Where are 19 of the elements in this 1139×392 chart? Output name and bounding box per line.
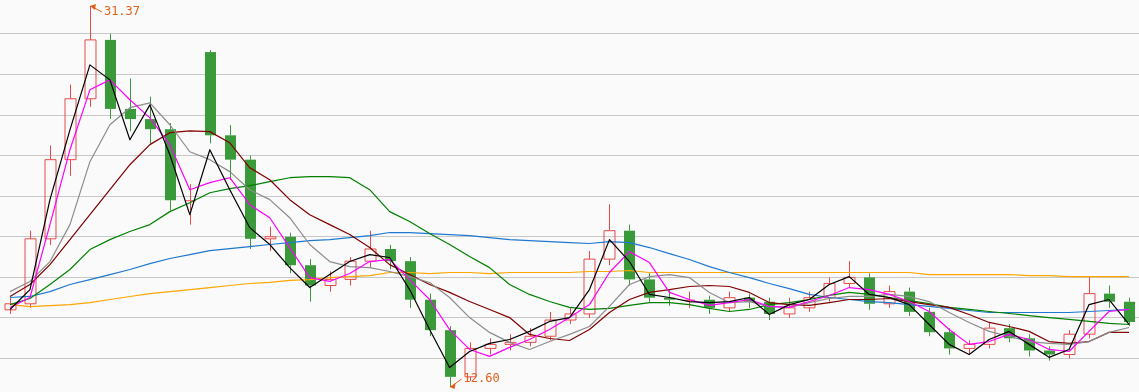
candlestick (364, 230, 377, 268)
candlestick (603, 203, 616, 266)
candlestick (484, 337, 497, 356)
candlestick (1063, 329, 1076, 360)
candlestick (44, 144, 57, 246)
candlestick (344, 256, 357, 287)
candlestick (225, 124, 236, 181)
candlestick (883, 285, 896, 309)
candlestick (105, 33, 116, 120)
candlestick (1083, 276, 1096, 339)
candlestick (823, 276, 836, 303)
candlestick (205, 49, 216, 144)
annotation: 12.60 (463, 371, 500, 386)
candlestick (1124, 297, 1135, 327)
candlestick (843, 260, 856, 289)
candlestick (125, 77, 136, 132)
annotation: 31.37 (103, 4, 141, 19)
candlestick (64, 84, 77, 177)
candlestick (264, 226, 277, 252)
